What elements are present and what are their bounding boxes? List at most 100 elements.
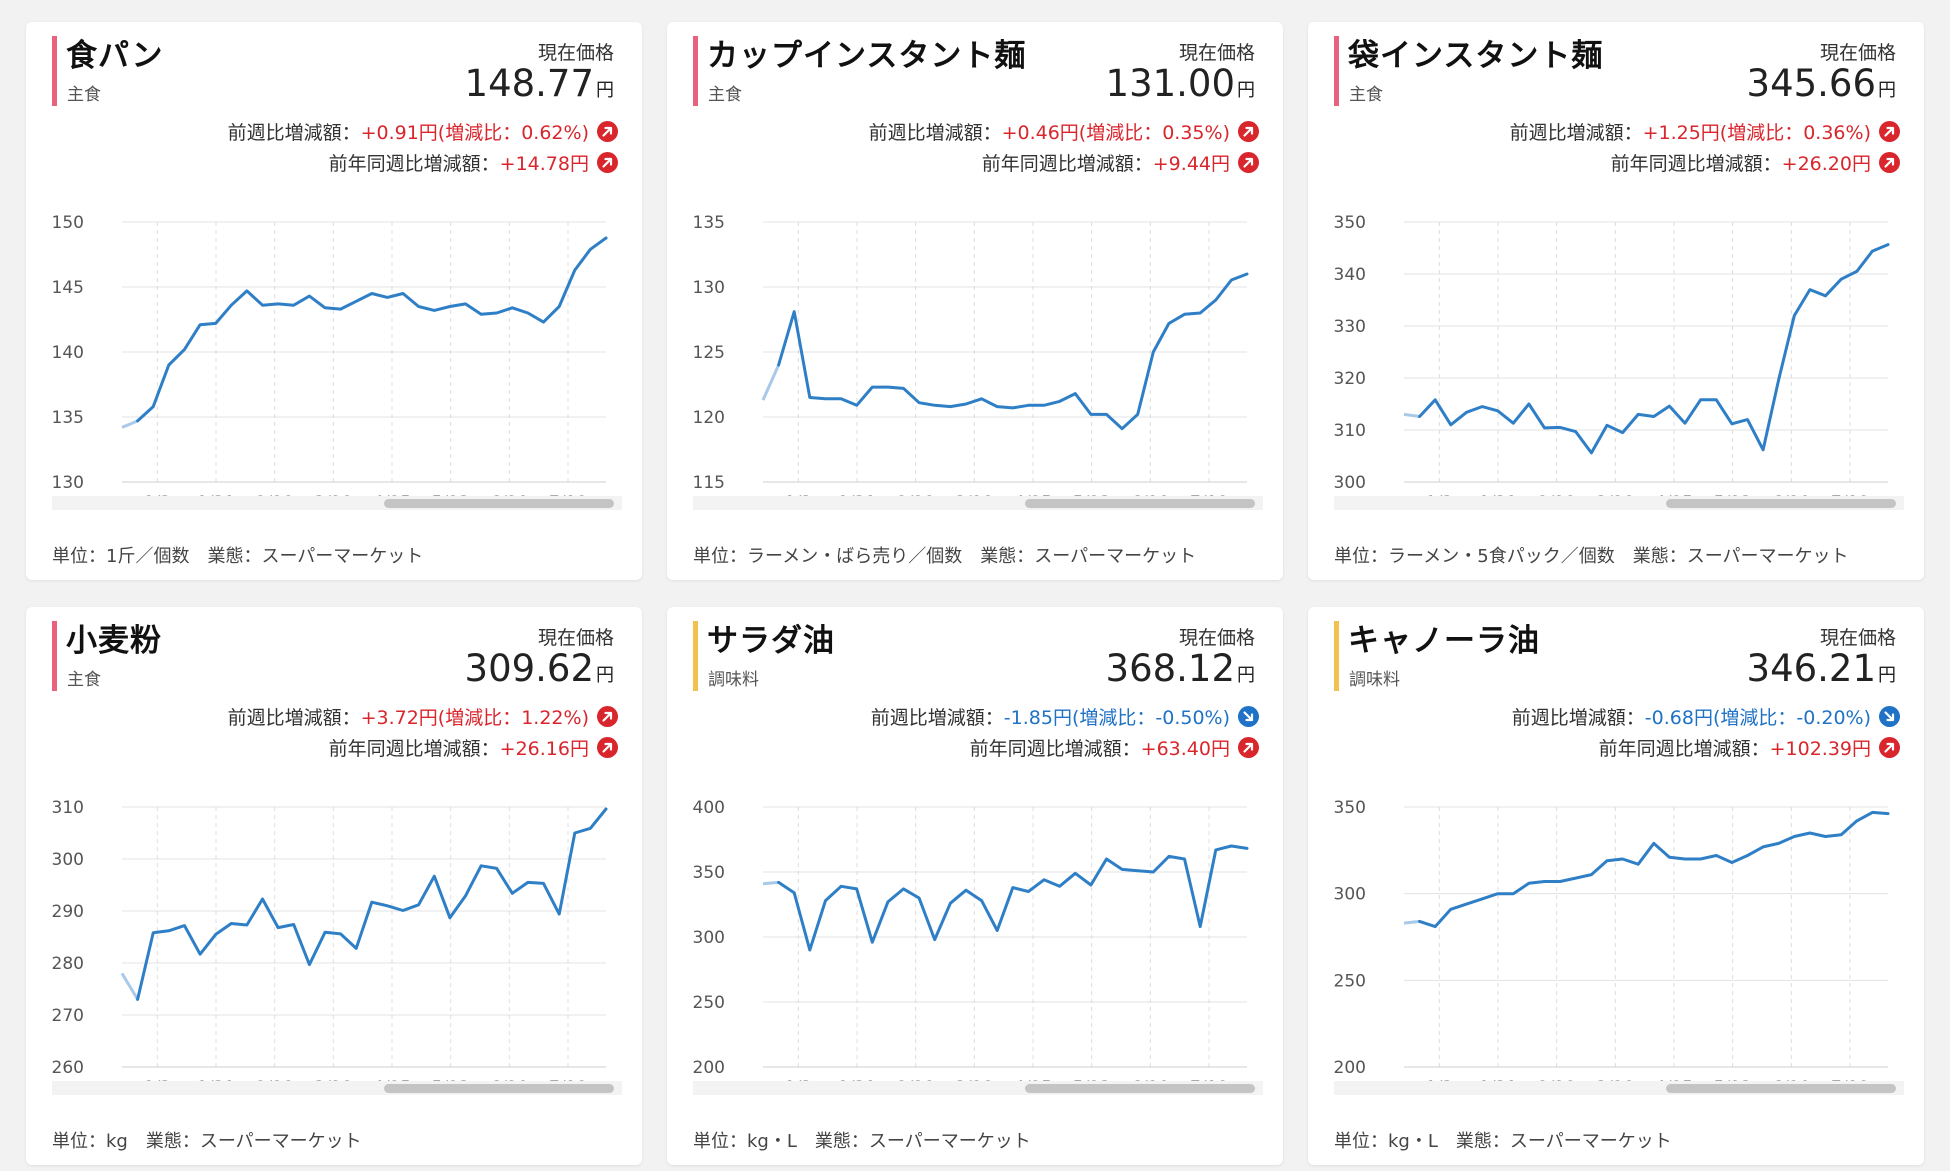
price-line-chart: 2602702802903003101/31/312/283/284/255/2… [52,777,622,1107]
yearly-change-value: +102.39円 [1769,738,1871,760]
weekly-trend-icon [1879,706,1900,727]
y-tick-label: 340 [1334,265,1366,285]
category-label: 調味料 [708,670,759,690]
y-tick-label: 200 [693,1058,725,1078]
yearly-change-label: 前年同週比増減額： [1598,738,1770,760]
current-price: 345.66 円 [1747,62,1896,105]
yearly-change-label: 前年同週比増減額： [328,738,500,760]
yearly-change-label: 前年同週比増減額： [969,738,1141,760]
y-tick-label: 140 [52,343,84,363]
yen-unit: 円 [1237,665,1255,686]
unit-footer: 単位：kg・L 業態：スーパーマーケット [1334,1131,1672,1152]
weekly-trend-icon [1238,121,1259,142]
y-tick-label: 310 [1334,421,1366,441]
scrollbar-thumb[interactable] [1025,1084,1255,1093]
yearly-change-label: 前年同週比増減額： [1610,153,1782,175]
yen-unit: 円 [1878,665,1896,686]
line-series-fade [1403,919,1420,925]
category-label: 主食 [708,85,742,105]
category-accent-bar [693,36,698,106]
product-title: 小麦粉 [66,623,162,659]
scrollbar-thumb[interactable] [1666,499,1896,508]
weekly-change-value: -0.68円(増減比：-0.20%) [1644,707,1871,729]
scrollbar-thumb[interactable] [384,1084,614,1093]
product-title: 袋インスタント麺 [1348,38,1604,74]
current-price-label: 現在価格 [1178,627,1255,649]
product-title: サラダ油 [707,623,835,659]
weekly-trend-icon [1238,706,1259,727]
line-series [136,807,608,1001]
chart-svg: 1301351401451501/31/312/283/284/255/236/… [52,213,622,513]
y-tick-label: 200 [1334,1058,1366,1078]
weekly-trend-icon [1879,121,1900,142]
scrollbar-thumb[interactable] [384,499,614,508]
yearly-trend-icon [1879,737,1900,758]
current-price-label: 現在価格 [1819,627,1896,649]
current-price-label: 現在価格 [537,627,614,649]
line-series [136,236,608,423]
chart-svg: 2602702802903003101/31/312/283/284/255/2… [52,798,622,1098]
y-tick-label: 280 [52,954,84,974]
y-tick-label: 125 [693,343,725,363]
price-card: 小麦粉 主食 現在価格 309.62 円 前週比増減額： +3.72円(増減比：1… [26,607,642,1165]
y-tick-label: 130 [52,473,84,493]
price-card: カップインスタント麺 主食 現在価格 131.00 円 前週比増減額： +0.46… [667,22,1283,580]
line-series-fade [121,419,139,429]
category-label: 主食 [67,85,101,105]
chart-svg: 3003103203303403501/31/312/283/284/255/2… [1334,213,1904,513]
weekly-change-value: +3.72円(増減比：1.22%) [360,707,589,729]
yearly-trend-icon [597,737,618,758]
price-card: キャノーラ油 調味料 現在価格 346.21 円 前週比増減額： -0.68円(増… [1308,607,1924,1165]
yearly-trend-icon [1238,737,1259,758]
product-title: カップインスタント麺 [707,38,1027,74]
y-tick-label: 270 [52,1006,84,1026]
yearly-change: 前年同週比増減額： +26.20円 [1611,149,1900,176]
y-tick-label: 320 [1334,369,1366,389]
chart-svg: 1151201251301351/31/312/283/284/255/236/… [693,213,1263,513]
weekly-change: 前週比増減額： -0.68円(増減比：-0.20%) [1512,703,1900,730]
yen-unit: 円 [1237,80,1255,101]
y-tick-label: 120 [693,408,725,428]
current-price-label: 現在価格 [537,42,614,64]
y-tick-label: 350 [693,863,725,883]
line-series [777,844,1249,952]
scrollbar-thumb[interactable] [1025,499,1255,508]
yearly-change: 前年同週比増減額： +63.40円 [970,734,1259,761]
product-title: キャノーラ油 [1348,623,1540,659]
category-label: 主食 [1349,85,1383,105]
current-price: 309.62 円 [465,647,614,690]
y-tick-label: 250 [1334,971,1366,991]
y-tick-label: 300 [1334,885,1366,905]
weekly-change-label: 前週比増減額： [1511,707,1645,729]
price-card: 食パン 主食 現在価格 148.77 円 前週比増減額： +0.91円(増減比：0… [26,22,642,580]
chart-svg: 2002503003504001/31/312/283/284/255/236/… [693,798,1263,1098]
weekly-trend-icon [597,121,618,142]
y-tick-label: 290 [52,902,84,922]
weekly-change: 前週比増減額： +1.25円(増減比：0.36%) [1510,118,1900,145]
scrollbar-thumb[interactable] [1666,1084,1896,1093]
yearly-change: 前年同週比増減額： +14.78円 [329,149,618,176]
weekly-change-value: +1.25円(増減比：0.36%) [1642,122,1871,144]
yearly-change-label: 前年同週比増減額： [981,153,1153,175]
line-series-fade [762,880,779,886]
unit-footer: 単位：kg・L 業態：スーパーマーケット [693,1131,1031,1152]
price-line-chart: 1301351401451501/31/312/283/284/255/236/… [52,192,622,522]
yen-unit: 円 [1878,80,1896,101]
weekly-change-label: 前週比増減額： [1509,122,1643,144]
category-label: 主食 [67,670,101,690]
line-series-fade [120,972,139,1001]
y-tick-label: 115 [693,473,725,493]
line-series-fade [761,364,780,401]
weekly-change-label: 前週比増減額： [227,122,361,144]
category-label: 調味料 [1349,670,1400,690]
weekly-change-label: 前週比増減額： [870,707,1004,729]
price-value: 346.21 [1746,647,1876,690]
price-line-chart: 1151201251301351/31/312/283/284/255/236/… [693,192,1263,522]
price-value: 368.12 [1105,647,1235,690]
y-tick-label: 310 [52,798,84,818]
yearly-change-value: +26.20円 [1781,153,1871,175]
weekly-change-value: -1.85円(増減比：-0.50%) [1003,707,1230,729]
y-tick-label: 400 [693,798,725,818]
line-series-fade [1403,412,1420,418]
yen-unit: 円 [596,665,614,686]
